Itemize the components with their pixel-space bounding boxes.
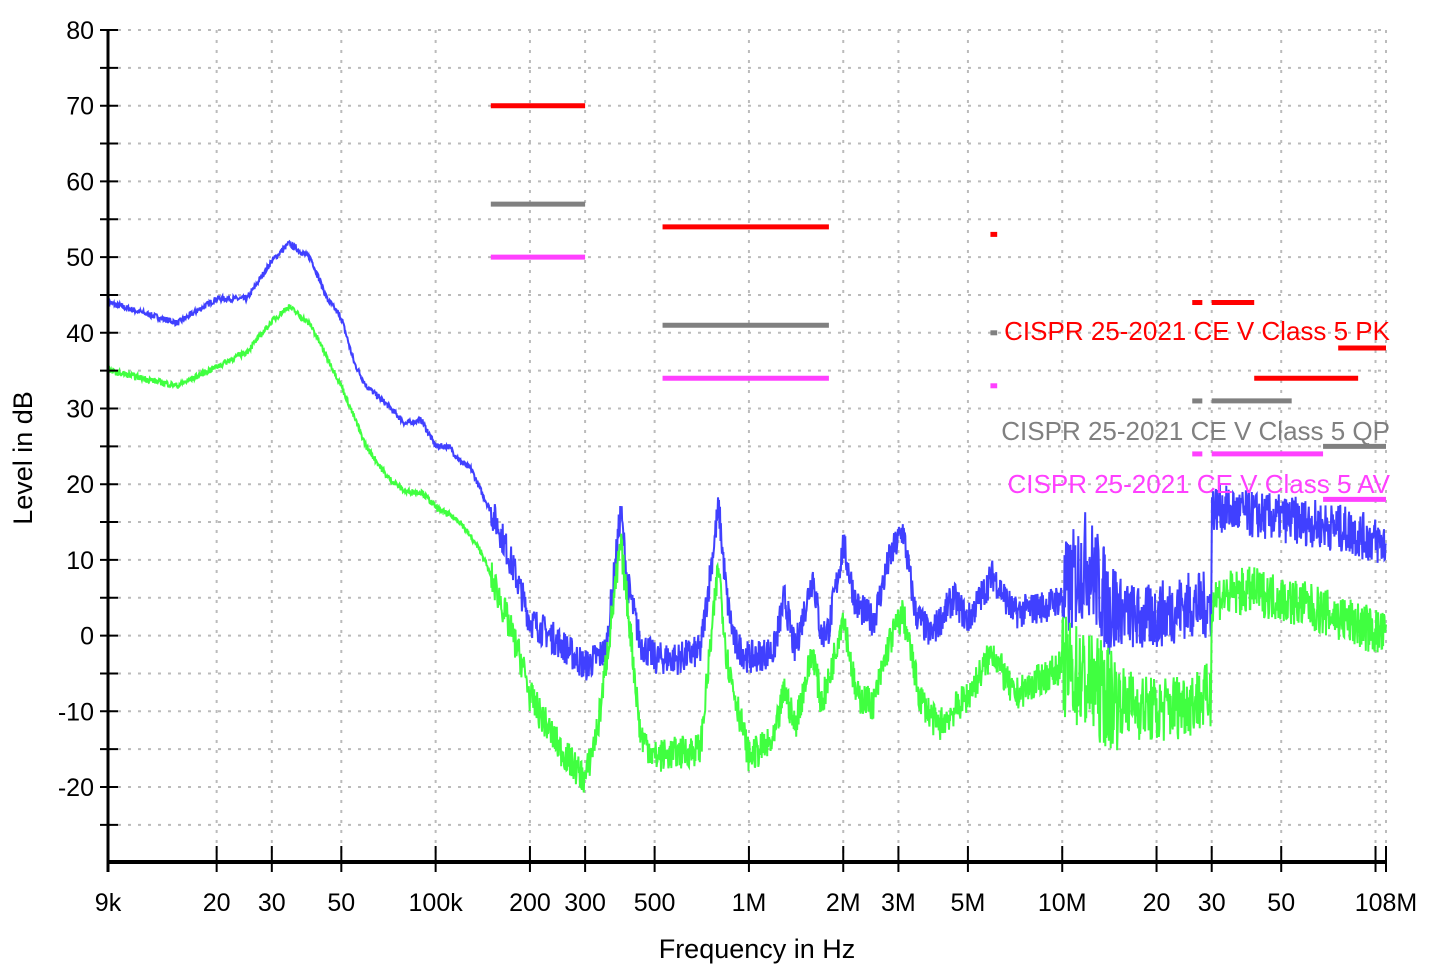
y-tick-label: 20 [66, 471, 94, 499]
x-tick-label: 108M [1355, 889, 1418, 917]
x-tick-label: 2M [826, 889, 861, 917]
x-axis-title: Frequency in Hz [659, 934, 856, 964]
x-tick-label: 20 [203, 889, 231, 917]
x-tick-label: 20 [1143, 889, 1171, 917]
y-tick-label: 10 [66, 547, 94, 575]
trace-line-blue [107, 239, 1387, 681]
x-tick-label: 200 [509, 889, 551, 917]
y-tick-label: 40 [66, 320, 94, 348]
legend: CISPR 25-2021 CE V Class 5 PK CISPR 25-20… [1001, 316, 1390, 499]
y-tick-label: -10 [58, 698, 94, 726]
grid [107, 29, 1387, 862]
x-tick-label: 1M [732, 889, 767, 917]
trace-line-green [107, 304, 1387, 793]
legend-label: CISPR 25-2021 CE V Class 5 AV [1008, 469, 1391, 499]
x-tick-label: 9k [95, 889, 122, 917]
axes: 80 70 60 50 40 30 20 10 0 -10 -20 9k 20 30 50 100k 200 30… [58, 17, 1417, 917]
x-tick-label: 30 [1198, 889, 1226, 917]
y-tick-label: -20 [58, 774, 94, 802]
legend-label: CISPR 25-2021 CE V Class 5 QP [1001, 416, 1390, 446]
y-axis-title: Level in dB [8, 391, 38, 525]
legend-label: CISPR 25-2021 CE V Class 5 PK [1004, 316, 1390, 346]
y-tick-label: 50 [66, 244, 94, 272]
y-tick-label: 80 [66, 17, 94, 45]
x-tick-label: 3M [881, 889, 916, 917]
x-tick-label: 500 [634, 889, 676, 917]
y-tick-label: 0 [80, 623, 94, 651]
y-tick-label: 30 [66, 396, 94, 424]
x-tick-label: 30 [258, 889, 286, 917]
x-tick-label: 10M [1038, 889, 1087, 917]
x-tick-label: 100k [409, 889, 464, 917]
x-tick-label: 5M [951, 889, 986, 917]
traces [107, 239, 1387, 793]
limit-lines [490, 103, 1386, 502]
x-tick-label: 50 [1267, 889, 1295, 917]
x-tick-label: 50 [327, 889, 355, 917]
y-tick-label: 70 [66, 93, 94, 121]
x-tick-label: 300 [564, 889, 606, 917]
y-tick-label: 60 [66, 168, 94, 196]
